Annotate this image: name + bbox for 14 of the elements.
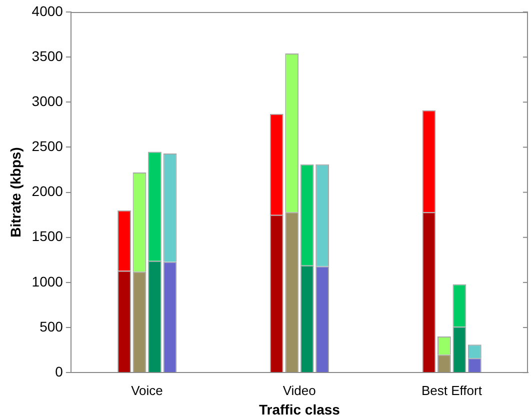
- y-tick-label: 4000: [32, 2, 64, 19]
- y-tick-label: 0: [55, 363, 64, 380]
- x-tick-label: Best Effort: [421, 382, 482, 398]
- y-tick-label: 2500: [32, 138, 64, 154]
- x-tick-label: Voice: [131, 382, 163, 398]
- y-tick-label: 2000: [32, 183, 64, 200]
- y-tick-label: 1000: [32, 273, 64, 290]
- x-tick-label: Video: [282, 382, 316, 398]
- y-tick-label: 500: [40, 318, 64, 334]
- y-tick-label: 1500: [32, 228, 64, 244]
- y-axis-title: Bitrate (kbps): [7, 147, 24, 238]
- y-tick-label: 3500: [32, 48, 64, 64]
- x-axis-title: Traffic class: [259, 401, 340, 418]
- y-tick-label: 3000: [32, 93, 64, 110]
